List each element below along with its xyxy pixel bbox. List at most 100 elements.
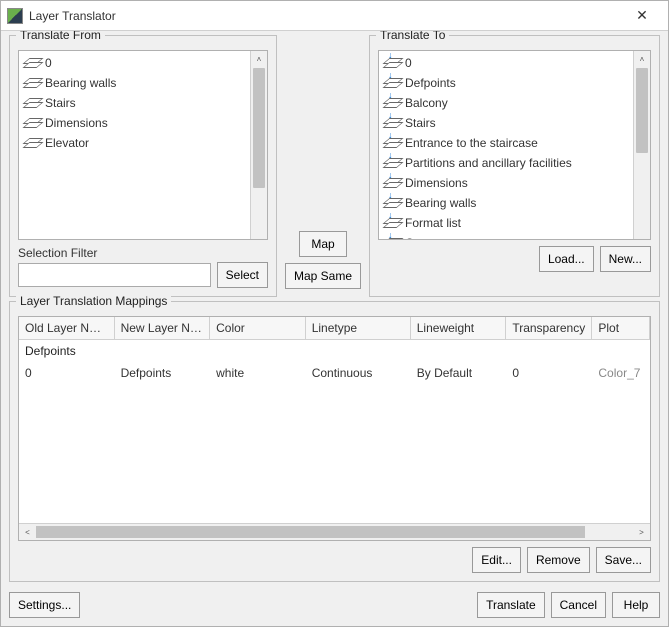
cell-new: Defpoints [115,362,211,384]
list-item-label: Partitions and ancillary facilities [405,156,572,170]
settings-button[interactable]: Settings... [9,592,80,618]
cell-old: 0 [19,362,115,384]
list-item-label: Bearing walls [45,76,116,90]
layer-icon: ↓ [383,98,399,108]
layer-icon: ↓ [383,58,399,68]
dialog-button-row: Settings... Translate Cancel Help [9,592,660,618]
layer-icon: ↓ [383,238,399,239]
title-bar: Layer Translator ✕ [1,1,668,31]
chevron-right-icon[interactable]: ˃ [633,524,650,540]
list-item[interactable]: ↓ Bearing walls [379,193,633,213]
layer-icon: ↓ [383,178,399,188]
top-row: Translate From 0 Bearing walls Stairs Di… [9,35,660,297]
save-button[interactable]: Save... [596,547,651,573]
list-item[interactable]: Stairs [19,93,250,113]
from-scroll-thumb[interactable] [253,68,265,188]
edit-button[interactable]: Edit... [472,547,521,573]
chevron-up-icon[interactable]: ˄ [634,51,650,68]
list-item-label: Stairs [405,116,436,130]
map-button[interactable]: Map [299,231,347,257]
cell-transparency: 0 [506,362,592,384]
layer-icon: ↓ [383,158,399,168]
col-new-layer[interactable]: New Layer Name [115,317,211,339]
list-item[interactable]: ↓ Format list [379,213,633,233]
cell-lineweight: By Default [411,362,507,384]
mappings-table[interactable]: Old Layer Name New Layer Name Color Line… [18,316,651,541]
layer-icon [23,118,39,128]
help-button[interactable]: Help [612,592,660,618]
to-scrollbar[interactable]: ˄ ˅ [633,51,650,239]
translate-to-list[interactable]: ↓ 0 ↓ Defpoints ↓ Balcony ↓ Stairs ↓ Ent… [378,50,651,240]
cancel-button[interactable]: Cancel [551,592,606,618]
to-scroll-thumb[interactable] [636,68,648,153]
col-lineweight[interactable]: Lineweight [411,317,507,339]
map-same-button[interactable]: Map Same [285,263,361,289]
translate-from-group: Translate From 0 Bearing walls Stairs Di… [9,35,277,297]
chevron-left-icon[interactable]: ˂ [19,524,36,540]
selection-filter-label: Selection Filter [18,246,268,260]
selection-filter-input[interactable] [18,263,211,287]
translate-button[interactable]: Translate [477,592,545,618]
layer-icon: ↓ [383,138,399,148]
col-color[interactable]: Color [210,317,306,339]
layer-icon [23,138,39,148]
mappings-legend: Layer Translation Mappings [16,294,171,308]
mappings-header[interactable]: Old Layer Name New Layer Name Color Line… [19,317,650,340]
list-item[interactable]: ↓ 0 [379,53,633,73]
list-item[interactable]: Elevator [19,133,250,153]
content-area: Translate From 0 Bearing walls Stairs Di… [1,31,668,626]
col-plot[interactable]: Plot [592,317,650,339]
layer-icon [23,58,39,68]
list-item-label: Dimensions [45,116,108,130]
mappings-group: Layer Translation Mappings Old Layer Nam… [9,301,660,582]
chevron-up-icon[interactable]: ˄ [251,51,267,68]
list-item-label: Balcony [405,96,448,110]
translate-from-legend: Translate From [16,31,105,42]
list-item-label: Defpoints [405,76,456,90]
list-item-label: 0 [405,56,412,70]
list-item-label: Stairs [45,96,76,110]
select-button[interactable]: Select [217,262,268,288]
layer-icon: ↓ [383,218,399,228]
translate-to-legend: Translate To [376,31,449,42]
close-button[interactable]: ✕ [622,2,662,30]
translate-to-group: Translate To ↓ 0 ↓ Defpoints ↓ Balcony ↓… [369,35,660,297]
list-item-label: Dimensions [405,176,468,190]
col-linetype[interactable]: Linetype [306,317,411,339]
list-item[interactable]: ↓ Dimensions [379,173,633,193]
layer-translator-window: Layer Translator ✕ Translate From 0 Bear… [0,0,669,627]
mappings-h-scrollbar[interactable]: ˂ ˃ [19,523,650,540]
layer-icon [23,98,39,108]
cell-linetype: Continuous [306,362,411,384]
layer-icon: ↓ [383,118,399,128]
app-icon [7,8,23,24]
remove-button[interactable]: Remove [527,547,590,573]
list-item[interactable]: Bearing walls [19,73,250,93]
list-item-label: Стены несущие [405,236,493,239]
translate-from-list[interactable]: 0 Bearing walls Stairs Dimensions Elevat… [18,50,268,240]
list-item-label: 0 [45,56,52,70]
mappings-h-thumb[interactable] [36,526,585,538]
list-item[interactable]: ↓ Стены несущие [379,233,633,239]
list-item[interactable]: ↓ Partitions and ancillary facilities [379,153,633,173]
cell-plot: Color_7 [592,362,650,384]
list-item[interactable]: ↓ Entrance to the staircase [379,133,633,153]
table-row[interactable]: 0DefpointswhiteContinuousBy Default0Colo… [19,362,650,384]
new-button[interactable]: New... [600,246,651,272]
cell-color: white [210,362,306,384]
layer-icon [23,78,39,88]
list-item[interactable]: 0 [19,53,250,73]
list-item[interactable]: ↓ Balcony [379,93,633,113]
list-item[interactable]: ↓ Defpoints [379,73,633,93]
window-title: Layer Translator [29,9,622,23]
list-item-label: Entrance to the staircase [405,136,538,150]
list-item[interactable]: ↓ Stairs [379,113,633,133]
load-button[interactable]: Load... [539,246,594,272]
list-item-label: Bearing walls [405,196,476,210]
map-buttons-column: Map Map Same [283,35,363,297]
col-transparency[interactable]: Transparency [506,317,592,339]
list-item[interactable]: Dimensions [19,113,250,133]
table-group-row[interactable]: Defpoints [19,340,650,362]
from-scrollbar[interactable]: ˄ ˅ [250,51,267,239]
col-old-layer[interactable]: Old Layer Name [19,317,115,339]
